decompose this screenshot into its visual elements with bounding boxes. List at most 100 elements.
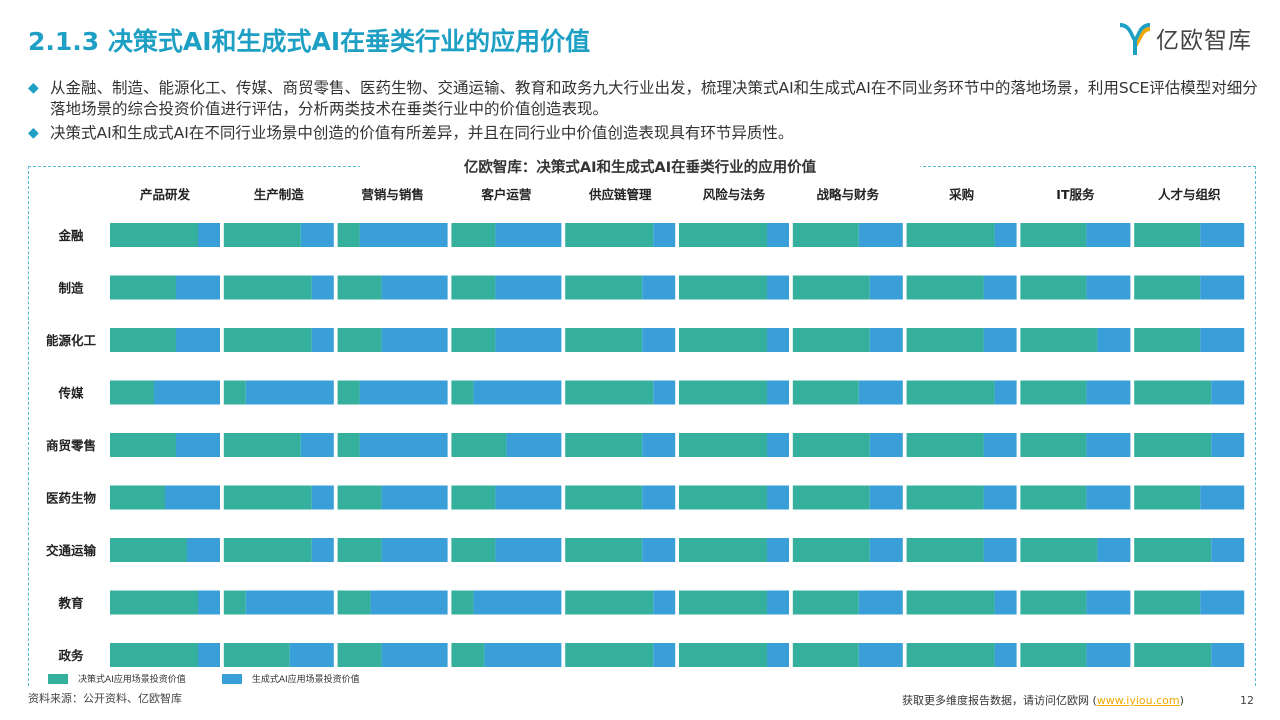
bar-segment-generative — [1086, 223, 1131, 247]
bar-segment-decision — [451, 538, 496, 562]
bar-segment-decision — [792, 328, 870, 352]
bar-segment-generative — [495, 223, 562, 247]
column-header: 生产制造 — [254, 187, 305, 202]
bar-segment-generative — [381, 485, 448, 510]
bar-segment-decision — [337, 590, 371, 615]
bar-segment-generative — [642, 433, 676, 457]
bar-segment-decision — [792, 223, 859, 247]
bar-segment-generative — [473, 380, 562, 405]
legend-label-decision: 决策式AI应用场景投资价值 — [78, 675, 186, 685]
bar-segment-decision — [565, 538, 643, 562]
legend-item-decision: 决策式AI应用场景投资价值 — [48, 672, 186, 685]
bar-segment-generative — [653, 590, 676, 615]
bar-segment-generative — [767, 433, 789, 457]
bar-segment-decision — [906, 223, 995, 247]
bar-segment-decision — [110, 643, 198, 667]
logo-mark-icon — [1120, 23, 1150, 55]
bar-segment-decision — [679, 643, 767, 667]
bar-segment-generative — [311, 538, 334, 562]
bar-segment-generative — [176, 328, 220, 352]
bar-segment-decision — [337, 223, 360, 247]
bar-segment-generative — [198, 643, 220, 667]
bar-segment-decision — [792, 643, 859, 667]
bar-segment-generative — [1200, 275, 1245, 300]
bar-segment-decision — [1134, 485, 1201, 510]
footer-suffix: ) — [1179, 694, 1184, 707]
bar-segment-decision — [110, 433, 176, 457]
bar-segment-decision — [223, 643, 290, 667]
bar-segment-generative — [858, 223, 903, 247]
column-header: 客户运营 — [480, 187, 532, 202]
bar-segment-generative — [767, 485, 789, 510]
bar-segment-decision — [679, 328, 767, 352]
bar-segment-decision — [223, 275, 312, 300]
bullet-text: 从金融、制造、能源化工、传媒、商贸零售、医药生物、交通运输、教育和政务九大行业出… — [50, 79, 1258, 118]
bar-segment-decision — [110, 380, 154, 405]
row-label: 商贸零售 — [46, 438, 96, 453]
bar-segment-generative — [198, 590, 220, 615]
bar-segment-generative — [495, 275, 562, 300]
bar-segment-decision — [1134, 643, 1212, 667]
bar-segment-generative — [495, 328, 562, 352]
bar-segment-decision — [337, 643, 382, 667]
bar-segment-decision — [679, 485, 767, 510]
bar-segment-decision — [792, 433, 870, 457]
bar-segment-decision — [906, 643, 995, 667]
bar-segment-generative — [1211, 433, 1245, 457]
bar-segment-generative — [1097, 538, 1131, 562]
bar-segment-generative — [1086, 643, 1131, 667]
bar-segment-decision — [223, 433, 301, 457]
bar-segment-decision — [110, 328, 176, 352]
bar-segment-decision — [451, 223, 496, 247]
bar-segment-decision — [110, 223, 198, 247]
bar-segment-decision — [337, 538, 382, 562]
column-header: IT服务 — [1056, 187, 1095, 202]
bar-segment-generative — [767, 223, 789, 247]
bar-segment-decision — [565, 223, 654, 247]
bar-segment-decision — [679, 223, 767, 247]
bar-segment-generative — [653, 380, 676, 405]
bar-segment-generative — [311, 328, 334, 352]
bar-segment-decision — [1020, 433, 1087, 457]
legend-item-generative: 生成式AI应用场景投资价值 — [221, 672, 360, 685]
bar-segment-generative — [858, 590, 903, 615]
bar-segment-decision — [451, 433, 507, 457]
bar-segment-generative — [1097, 328, 1131, 352]
bar-segment-generative — [767, 275, 789, 300]
bar-segment-generative — [767, 643, 789, 667]
bar-segment-generative — [1086, 590, 1131, 615]
bar-segment-generative — [869, 275, 903, 300]
column-header: 采购 — [948, 187, 974, 202]
bar-segment-generative — [381, 643, 448, 667]
chart-legend: 决策式AI应用场景投资价值 生成式AI应用场景投资价值 — [48, 672, 396, 685]
footer-link[interactable]: www.iyiou.com — [1096, 694, 1180, 707]
bar-segment-decision — [110, 590, 198, 615]
chart-title: 亿欧智库：决策式AI和生成式AI在垂类行业的应用价值 — [360, 157, 920, 179]
row-label: 制造 — [58, 281, 84, 296]
bar-segment-decision — [792, 275, 870, 300]
column-header: 战略与财务 — [817, 187, 880, 202]
row-label: 政务 — [58, 648, 84, 663]
bar-segment-decision — [337, 275, 382, 300]
bar-segment-generative — [858, 643, 903, 667]
bar-segment-decision — [451, 590, 474, 615]
bar-segment-decision — [1020, 380, 1087, 405]
bar-segment-decision — [906, 275, 984, 300]
column-header: 产品研发 — [140, 187, 191, 202]
bar-segment-generative — [642, 328, 676, 352]
bullet-item: ◆ 决策式AI和生成式AI在不同行业场景中创造的价值有所差异，并且在同行业中价值… — [28, 123, 1258, 144]
bar-segment-generative — [1211, 643, 1245, 667]
bar-segment-generative — [1086, 380, 1131, 405]
bar-segment-decision — [679, 538, 767, 562]
bar-segment-decision — [565, 643, 654, 667]
column-header: 营销与销售 — [361, 187, 424, 202]
bar-segment-generative — [1200, 328, 1245, 352]
bar-segment-generative — [1086, 275, 1131, 300]
bar-segment-decision — [223, 380, 246, 405]
bar-segment-decision — [679, 275, 767, 300]
bar-segment-decision — [223, 485, 312, 510]
bar-segment-generative — [154, 380, 220, 405]
bar-segment-decision — [223, 223, 301, 247]
bar-segment-decision — [1020, 485, 1087, 510]
